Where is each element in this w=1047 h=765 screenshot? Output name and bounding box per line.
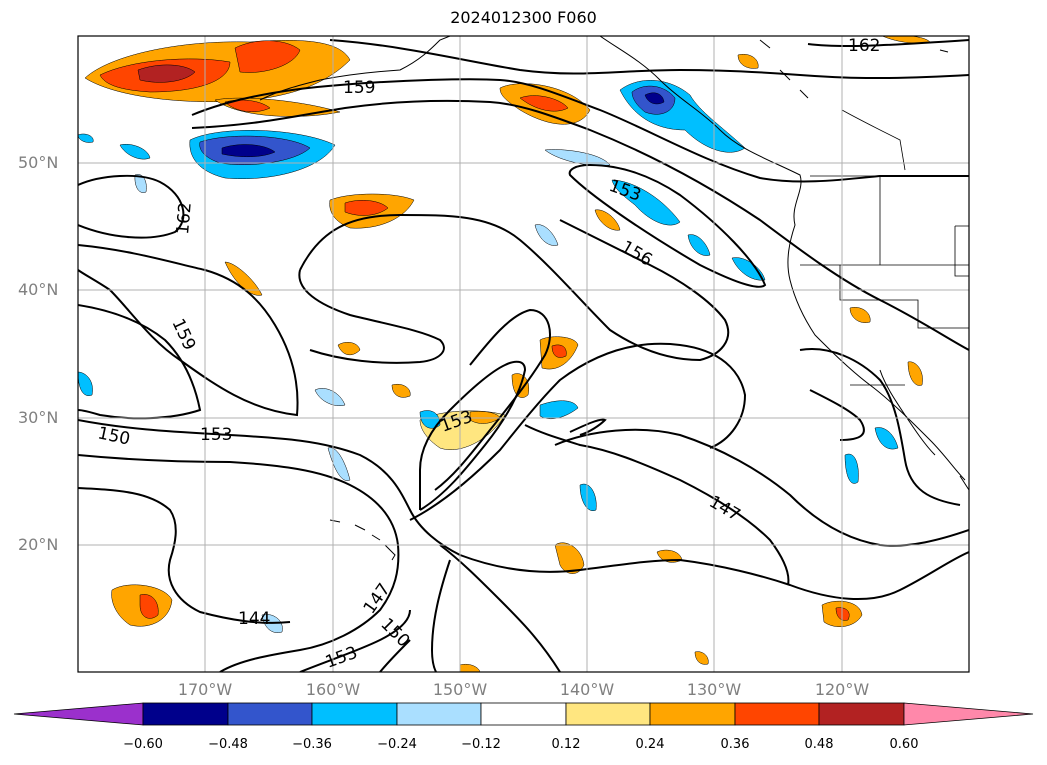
map-frame — [77, 35, 970, 673]
longitude-label: 160°W — [305, 680, 361, 699]
longitude-label: 150°W — [432, 680, 488, 699]
political-boundaries — [800, 36, 969, 386]
colorbar-segment — [734, 702, 820, 726]
colorbar-segment — [649, 702, 736, 726]
colorbar-tick-label: −0.36 — [292, 737, 332, 752]
longitude-label: 130°W — [686, 680, 742, 699]
colorbar-tick-label: −0.60 — [123, 737, 163, 752]
latitude-label: 30°N — [18, 408, 59, 427]
longitude-label: 140°W — [559, 680, 615, 699]
map-title: 2024012300 F060 — [450, 8, 597, 27]
coastlines — [259, 36, 969, 561]
contour-label: 162 — [848, 36, 880, 56]
colorbar — [13, 702, 1034, 726]
colorbar-tick-label: 0.60 — [889, 737, 919, 752]
colorbar-segment — [818, 702, 905, 726]
colorbar-tick-label: 0.24 — [635, 737, 665, 752]
longitude-label: 120°W — [814, 680, 870, 699]
colorbar-tick-label: −0.24 — [377, 737, 417, 752]
latitude-label: 40°N — [18, 280, 59, 299]
colorbar-segment — [142, 702, 229, 726]
height-contours — [78, 39, 969, 672]
colorbar-segment — [396, 702, 482, 726]
colorbar-tick-label: −0.48 — [208, 737, 248, 752]
colorbar-tick-label: 0.36 — [720, 737, 750, 752]
colorbar-extend-low — [13, 702, 144, 726]
colorbar-segment — [227, 702, 313, 726]
colorbar-segment — [480, 702, 567, 726]
colorbar-tick-label: −0.12 — [461, 737, 501, 752]
contour-label: 153 — [200, 425, 232, 445]
colorbar-segment — [565, 702, 651, 726]
contour-label: 162 — [173, 201, 196, 235]
latitude-label: 50°N — [18, 153, 59, 172]
contour-label: 144 — [238, 609, 270, 629]
longitude-label: 170°W — [177, 680, 233, 699]
colorbar-segment — [311, 702, 398, 726]
contour-label: 159 — [343, 78, 375, 98]
colorbar-tick-label: 0.48 — [804, 737, 834, 752]
gridlines — [78, 36, 969, 672]
colorbar-extend-high — [903, 702, 1034, 726]
colorbar-tick-label: 0.12 — [551, 737, 581, 752]
latitude-label: 20°N — [18, 535, 59, 554]
map-plot-area: 162 159 162 153 156 159 150 153 153 147 … — [78, 36, 969, 672]
